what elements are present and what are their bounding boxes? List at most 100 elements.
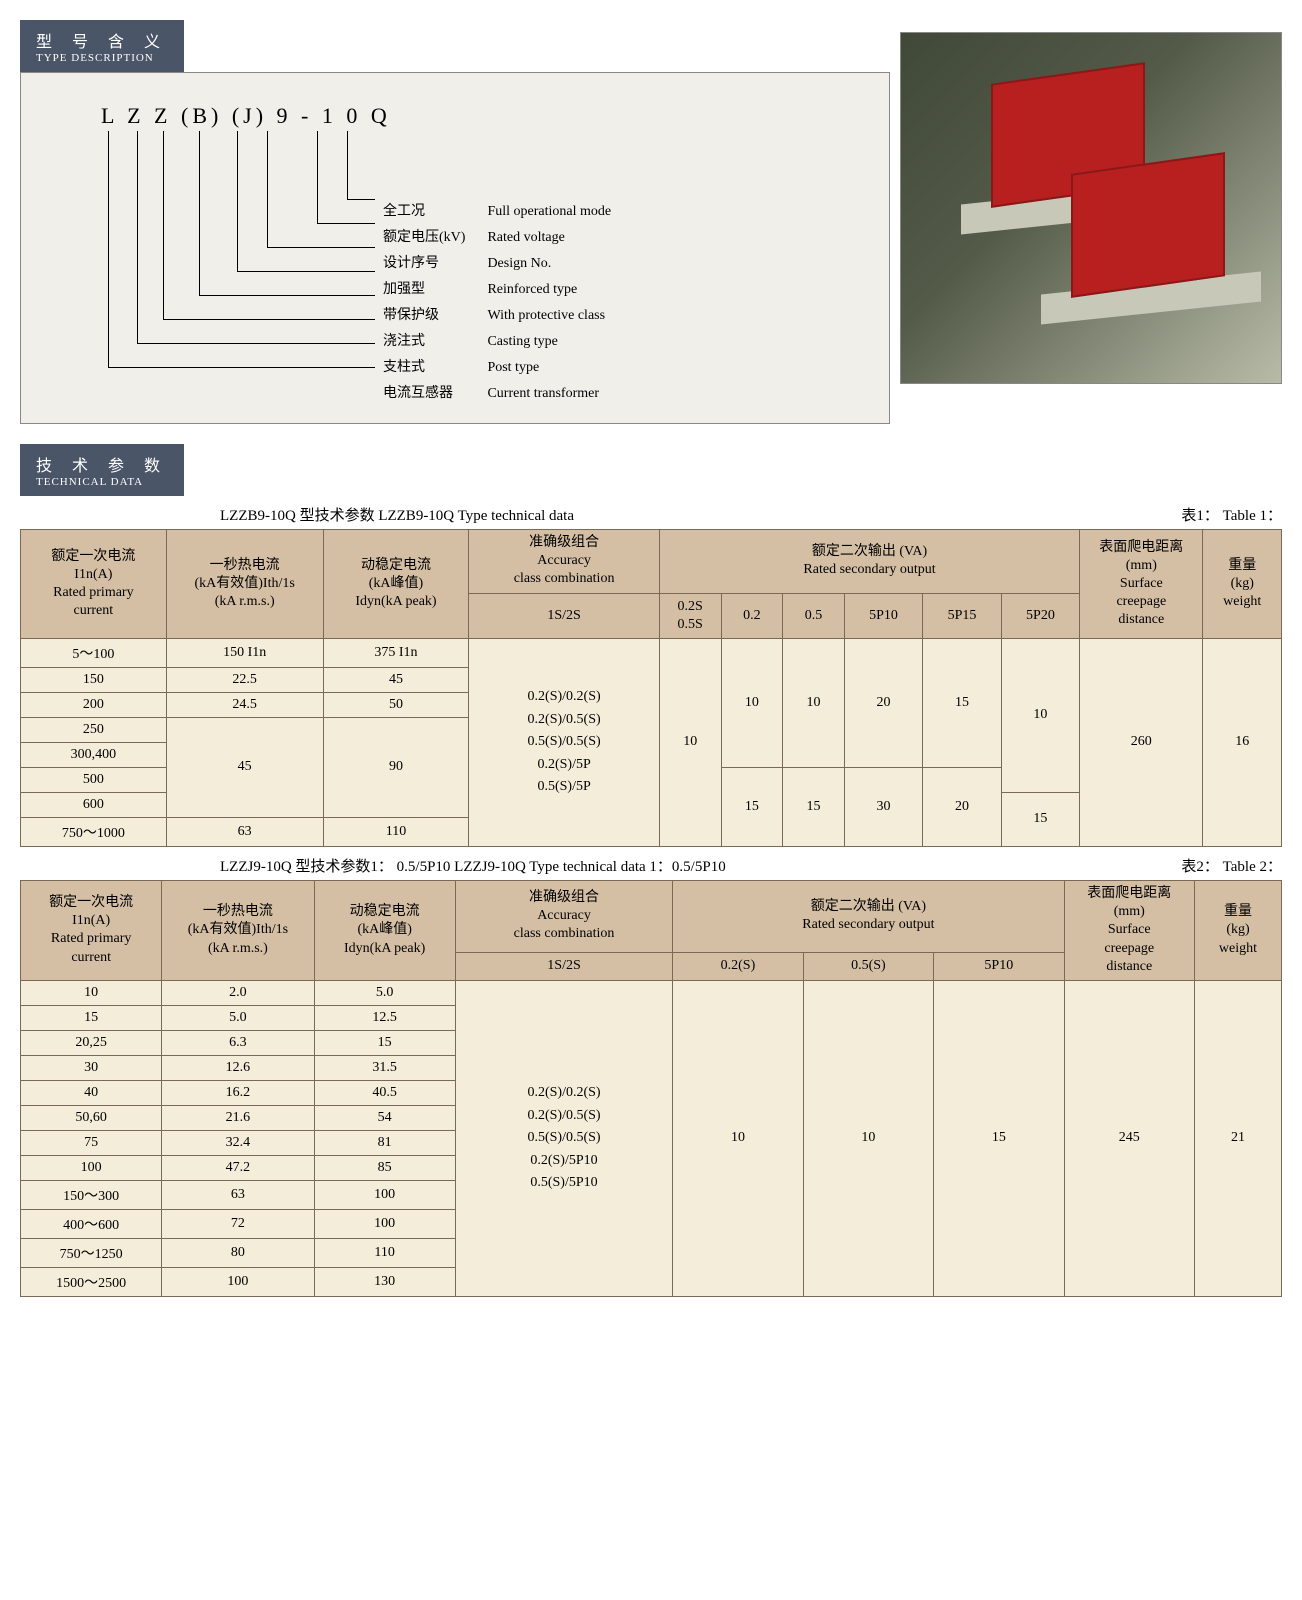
td: 400～600 [21,1209,162,1238]
td: 245 [1064,980,1194,1296]
td: 110 [314,1238,455,1267]
td: 130 [314,1267,455,1296]
td: 5.0 [162,1005,314,1030]
td: 22.5 [166,667,323,692]
hline [267,247,375,248]
td: 15 [314,1030,455,1055]
legend-en: With protective class [487,304,631,328]
td: 5～100 [21,638,167,667]
td: 24.5 [166,692,323,717]
td: 45 [166,717,323,817]
td: 100 [162,1267,314,1296]
th-1s2s: 1S/2S [455,952,672,980]
table2-title-left: LZZJ9-10Q 型技术参数1： 0.5/5P10 LZZJ9-10Q Typ… [220,855,726,876]
td: 16 [1203,638,1282,846]
legend-table: 全工况Full operational mode 额定电压(kV)Rated v… [381,198,633,408]
td: 15 [21,1005,162,1030]
vline [347,131,348,199]
td: 110 [323,817,469,846]
table2-title-right: 表2： Table 2： [1181,855,1282,876]
td: 45 [323,667,469,692]
th-output: 额定二次输出 (VA)Rated secondary output [673,880,1064,952]
legend-row: 加强型Reinforced type [383,278,631,302]
table1-title: LZZB9-10Q 型技术参数 LZZB9-10Q Type technical… [20,504,1282,525]
td: 30 [21,1055,162,1080]
vline [317,131,318,223]
td-acc: 0.2(S)/0.2(S)0.2(S)/0.5(S)0.5(S)/0.5(S)0… [455,980,672,1296]
td: 32.4 [162,1130,314,1155]
td: 50 [323,692,469,717]
td: 63 [162,1180,314,1209]
product-image [900,32,1282,384]
td: 100 [314,1209,455,1238]
th-05: 0.5 [783,593,845,638]
hline [108,367,375,368]
td: 50,60 [21,1105,162,1130]
legend-en: Reinforced type [487,278,631,302]
td: 10 [721,638,783,767]
hline [137,343,375,344]
td: 15 [721,767,783,846]
td: 6.3 [162,1030,314,1055]
td: 12.5 [314,1005,455,1030]
legend-row: 支柱式Post type [383,356,631,380]
td: 54 [314,1105,455,1130]
hline [163,319,375,320]
td: 63 [166,817,323,846]
td: 15 [783,767,845,846]
td: 21 [1194,980,1281,1296]
legend-cn: 电流互感器 [383,382,485,406]
hline [199,295,375,296]
td: 500 [21,767,167,792]
th-5p10: 5P10 [844,593,922,638]
legend-en: Full operational mode [487,200,631,224]
td-acc: 0.2(S)/0.2(S)0.2(S)/0.5(S)0.5(S)/0.5(S)0… [469,638,660,846]
td: 200 [21,692,167,717]
legend-en: Current transformer [487,382,631,406]
td: 100 [314,1180,455,1209]
th-02s05s: 0.2S0.5S [659,593,721,638]
hdr2-cn: 技 术 参 数 [36,452,168,476]
legend-en: Post type [487,356,631,380]
th-1s2s: 1S/2S [469,593,660,638]
th-02s: 0.2(S) [673,952,803,980]
th-creep: 表面爬电距离(mm)Surfacecreepagedistance [1064,880,1194,980]
type-diagram: L Z Z (B) (J) 9 - 1 0 Q 全工况Full operatio… [20,72,890,424]
td: 10 [673,980,803,1296]
td: 5.0 [314,980,455,1005]
th-thermal: 一秒热电流(kA有效值)Ith/1s(kA r.m.s.) [162,880,314,980]
legend-cn: 加强型 [383,278,485,302]
legend-row: 浇注式Casting type [383,330,631,354]
td: 1500～2500 [21,1267,162,1296]
th-weight: 重量(kg)weight [1194,880,1281,980]
th-accuracy: 准确级组合Accuracyclass combination [469,530,660,594]
th-output: 额定二次输出 (VA)Rated secondary output [659,530,1079,594]
hdr2-en: TECHNICAL DATA [36,476,168,488]
td: 2.0 [162,980,314,1005]
vline [237,131,238,271]
th-accuracy: 准确级组合Accuracyclass combination [455,880,672,952]
td: 75 [21,1130,162,1155]
td: 31.5 [314,1055,455,1080]
vline [108,131,109,367]
hline [347,199,375,200]
vline [137,131,138,343]
hline [317,223,375,224]
legend-cn: 浇注式 [383,330,485,354]
td: 72 [162,1209,314,1238]
legend-row: 全工况Full operational mode [383,200,631,224]
td: 150～300 [21,1180,162,1209]
legend-cn: 支柱式 [383,356,485,380]
table1: 额定一次电流I1n(A)Rated primarycurrent 一秒热电流(k… [20,529,1282,847]
td: 81 [314,1130,455,1155]
td: 12.6 [162,1055,314,1080]
td: 20,25 [21,1030,162,1055]
td: 300,400 [21,742,167,767]
th-02: 0.2 [721,593,783,638]
td: 40.5 [314,1080,455,1105]
th-primary: 额定一次电流I1n(A)Rated primarycurrent [21,530,167,639]
legend-cn: 设计序号 [383,252,485,276]
legend-row: 带保护级With protective class [383,304,631,328]
legend-row: 电流互感器Current transformer [383,382,631,406]
hdr1-en: TYPE DESCRIPTION [36,52,168,64]
